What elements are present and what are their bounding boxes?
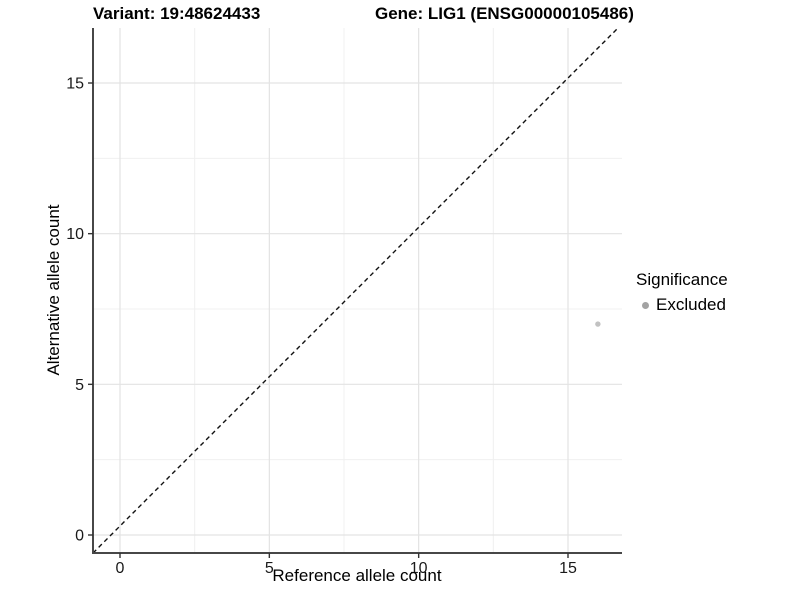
x-tick-label: 5 [265, 560, 274, 577]
y-tick-label: 0 [75, 528, 84, 545]
x-tick-label: 10 [410, 560, 428, 577]
gene-title: Gene: LIG1 (ENSG00000105486) [375, 4, 634, 23]
y-axis-title: Alternative allele count [44, 204, 63, 376]
y-tick-label: 10 [66, 226, 84, 243]
legend-title: Significance [636, 270, 728, 289]
x-tick-label: 0 [116, 560, 125, 577]
legend: Significance Excluded [636, 270, 728, 315]
x-axis-title: Reference allele count [272, 566, 442, 585]
y-tick-label: 15 [66, 76, 84, 93]
variant-title: Variant: 19:48624433 [93, 4, 261, 23]
legend-item-excluded: Excluded [636, 295, 728, 315]
legend-point-icon [642, 301, 649, 309]
y-tick-label: 5 [75, 377, 84, 394]
x-tick-label: 15 [559, 560, 577, 577]
legend-item-label: Excluded [656, 295, 726, 314]
identity-line [92, 27, 619, 554]
data-point [595, 321, 601, 327]
